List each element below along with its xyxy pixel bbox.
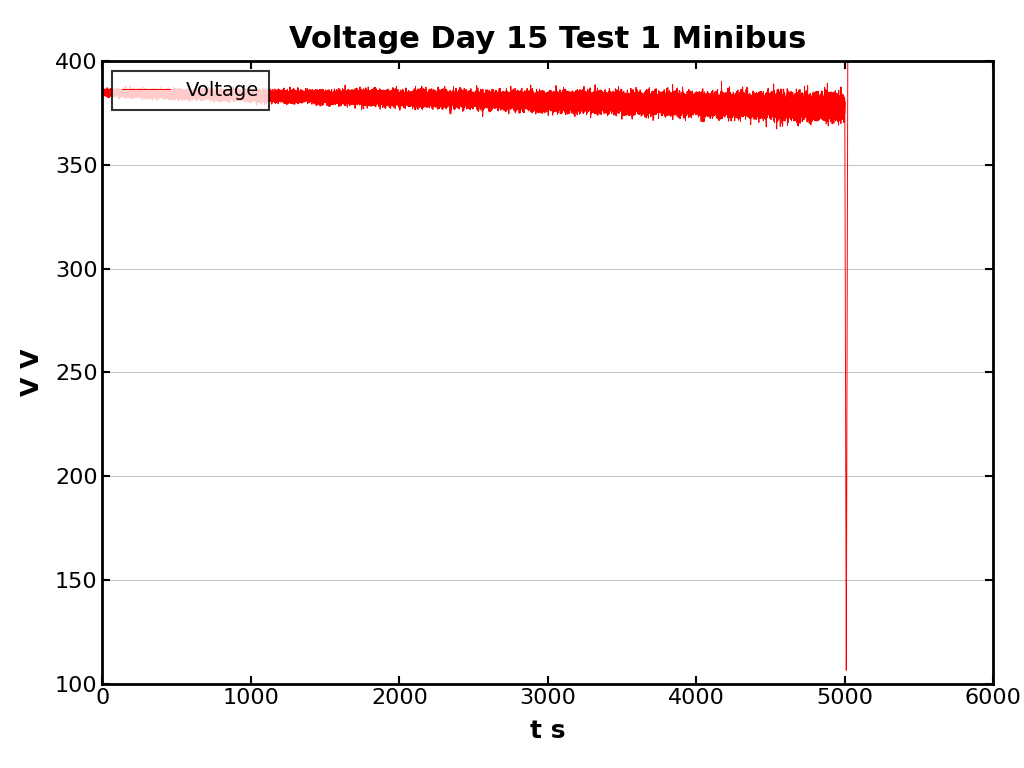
Voltage <box>501 100 513 109</box>
Voltage <box>382 94 394 104</box>
Y-axis label: V V: V V <box>19 349 44 396</box>
Legend: Voltage: Voltage <box>112 71 269 110</box>
Voltage <box>842 57 854 66</box>
Voltage <box>146 87 159 96</box>
Voltage <box>649 92 662 101</box>
Voltage <box>96 85 109 94</box>
Voltage <box>275 90 288 99</box>
Voltage <box>840 666 852 675</box>
Line: Voltage: Voltage <box>102 61 848 670</box>
Voltage <box>545 93 557 102</box>
X-axis label: t s: t s <box>530 720 565 743</box>
Title: Voltage Day 15 Test 1 Minibus: Voltage Day 15 Test 1 Minibus <box>289 25 807 54</box>
